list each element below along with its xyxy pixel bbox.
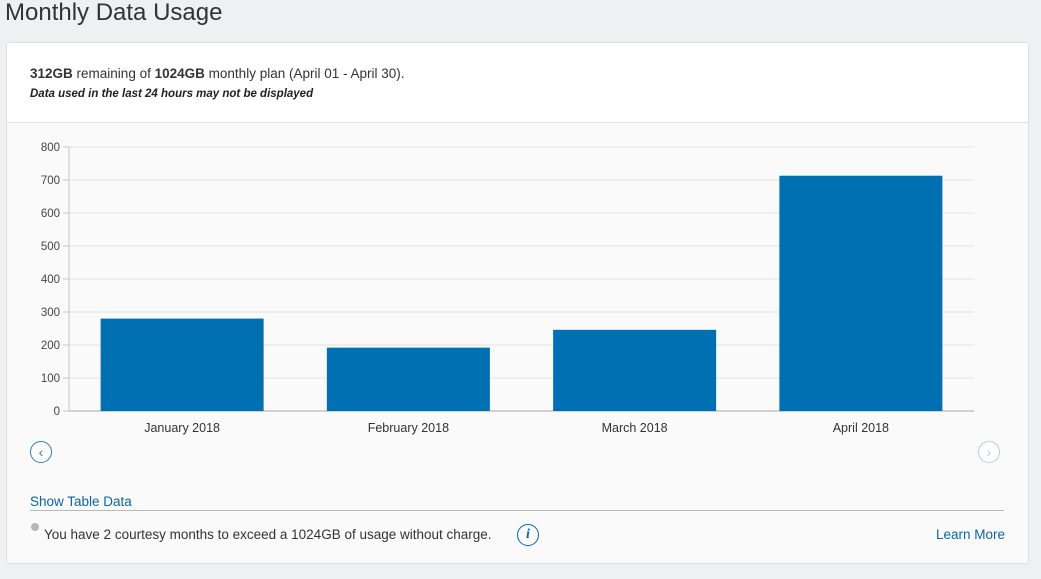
- courtesy-message: You have 2 courtesy months to exceed a 1…: [44, 527, 492, 542]
- x-tick-label: April 2018: [833, 421, 889, 435]
- remaining-amount: 312GB: [30, 66, 73, 81]
- x-tick-label: March 2018: [602, 421, 668, 435]
- bar[interactable]: [779, 175, 943, 411]
- page-title: Monthly Data Usage: [5, 0, 223, 26]
- learn-more-link[interactable]: Learn More: [935, 527, 1005, 542]
- usage-note: Data used in the last 24 hours may not b…: [30, 88, 314, 100]
- show-table-data-link[interactable]: Show Table Data: [30, 494, 132, 509]
- y-tick-label: 600: [41, 208, 60, 220]
- bar[interactable]: [100, 318, 264, 411]
- y-tick-label: 800: [41, 142, 60, 154]
- y-tick-label: 700: [41, 175, 60, 187]
- y-tick-label: 300: [41, 307, 60, 319]
- divider: [30, 510, 1004, 511]
- bar[interactable]: [326, 347, 490, 411]
- y-tick-label: 500: [41, 241, 60, 253]
- plan-text: monthly plan (April 01 - April 30).: [208, 66, 405, 81]
- y-tick-label: 0: [54, 406, 60, 418]
- usage-bar-chart: 0 100 200 300 400 500 600 700 800 January 2018 Fe…: [41, 142, 974, 435]
- usage-summary: 312GB remaining of 1024GB monthly plan (…: [30, 66, 405, 81]
- y-tick-label: 200: [41, 340, 60, 352]
- x-tick-label: January 2018: [144, 421, 220, 435]
- x-tick-label: February 2018: [368, 421, 449, 435]
- chevron-right-icon[interactable]: ›: [978, 441, 1000, 463]
- usage-card: 312GB remaining of 1024GB monthly plan (…: [6, 42, 1029, 564]
- y-tick-label: 100: [41, 373, 60, 385]
- y-tick-label: 400: [41, 274, 60, 286]
- x-axis-labels: January 2018 February 2018 March 2018 April…: [144, 421, 889, 435]
- plan-amount: 1024GB: [154, 66, 205, 81]
- bars: [100, 175, 943, 411]
- usage-summary-panel: 312GB remaining of 1024GB monthly plan (…: [7, 43, 1028, 123]
- bar[interactable]: [553, 329, 717, 411]
- remaining-text: remaining of: [76, 66, 151, 81]
- chevron-left-icon[interactable]: ‹: [30, 441, 52, 463]
- bullet-dot-icon: [31, 523, 39, 531]
- info-icon[interactable]: i: [517, 524, 539, 546]
